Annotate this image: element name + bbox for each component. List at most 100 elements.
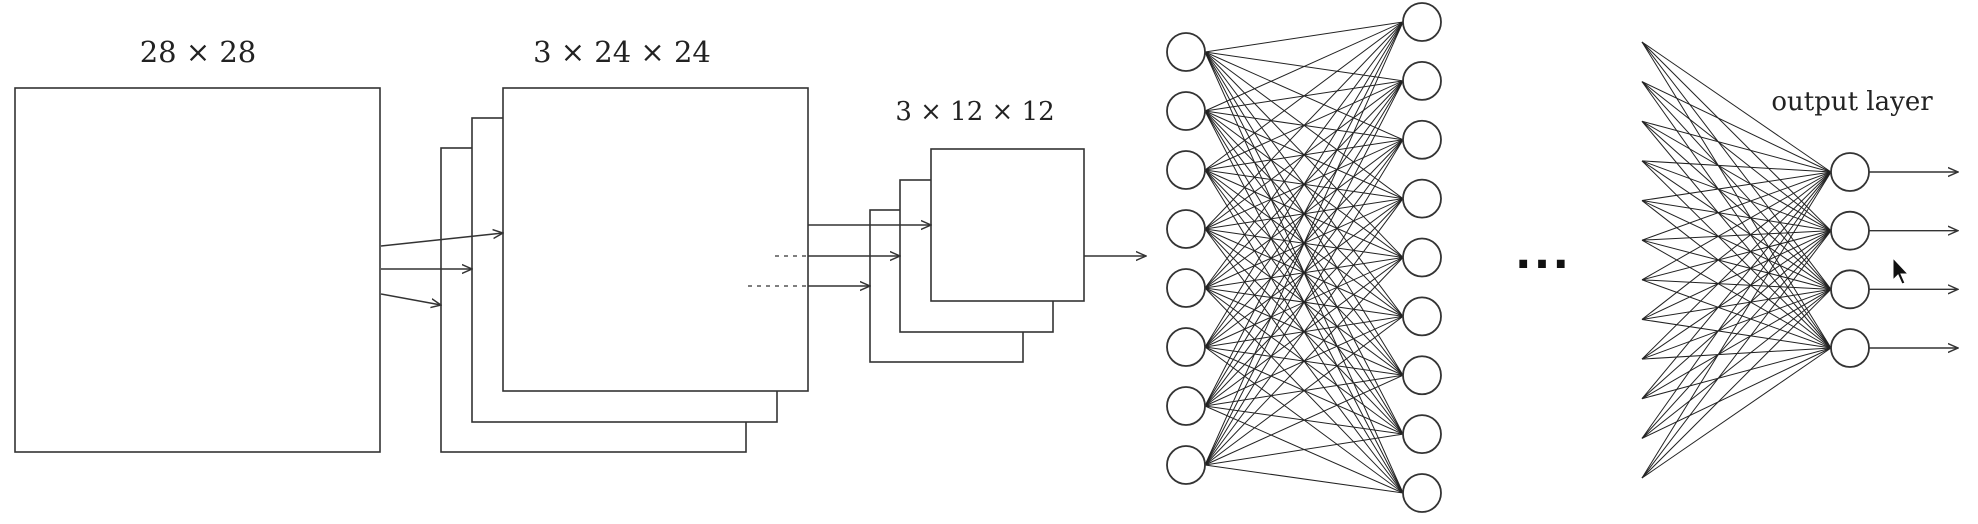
pool-layer: 3 × 12 × 12 bbox=[869, 97, 1085, 363]
dense-hidden-neuron bbox=[1402, 355, 1442, 396]
output-edge bbox=[1641, 288, 1832, 439]
dense-hidden-neuron bbox=[1402, 178, 1442, 219]
input-layer: 28 × 28 bbox=[14, 35, 381, 453]
output-edge bbox=[1641, 120, 1832, 349]
arrow-to-conv-1 bbox=[380, 233, 503, 247]
output-edge bbox=[1641, 160, 1832, 290]
dense-hidden-neuron bbox=[1402, 237, 1442, 278]
output-edge bbox=[1641, 41, 1832, 349]
output-edge bbox=[1641, 120, 1832, 173]
dense-edge bbox=[1204, 21, 1404, 466]
output-edge bbox=[1641, 120, 1832, 290]
output-edge bbox=[1641, 230, 1832, 241]
dense-edge bbox=[1204, 433, 1404, 466]
output-layer-label: output layer bbox=[1771, 87, 1933, 117]
output-edge bbox=[1641, 160, 1832, 349]
input-size-label: 28 × 28 bbox=[140, 35, 257, 69]
dense-edge bbox=[1204, 21, 1404, 112]
output-edge bbox=[1641, 171, 1832, 360]
output-edge bbox=[1641, 171, 1832, 479]
dense-edge bbox=[1204, 21, 1404, 407]
dense-edge bbox=[1204, 374, 1404, 466]
arrow-to-conv-3 bbox=[380, 293, 441, 305]
output-edge bbox=[1641, 347, 1832, 479]
output-edge bbox=[1641, 41, 1832, 232]
dense-hidden-neuron bbox=[1402, 296, 1442, 337]
output-edge bbox=[1641, 171, 1832, 439]
output-edge bbox=[1641, 81, 1832, 290]
output-neuron bbox=[1830, 269, 1870, 310]
output-edge bbox=[1641, 81, 1832, 349]
dense-input-neuron bbox=[1166, 445, 1206, 485]
output-edge bbox=[1641, 239, 1832, 290]
dense-hidden-neuron bbox=[1402, 414, 1442, 455]
output-edge bbox=[1641, 230, 1832, 360]
dense-input-neuron bbox=[1166, 150, 1206, 190]
dense-input-neuron bbox=[1166, 386, 1206, 426]
output-edge bbox=[1641, 318, 1832, 349]
dense-input-neuron bbox=[1166, 268, 1206, 308]
output-edge bbox=[1641, 171, 1832, 320]
output-edge bbox=[1641, 81, 1832, 173]
output-edge bbox=[1641, 41, 1832, 173]
output-edge bbox=[1641, 171, 1832, 281]
output-edge bbox=[1641, 171, 1832, 202]
output-neuron bbox=[1830, 210, 1870, 251]
layers-ellipsis: ... bbox=[1515, 228, 1571, 279]
dense-edge bbox=[1204, 21, 1404, 289]
output-edge bbox=[1641, 347, 1832, 439]
output-edge bbox=[1641, 171, 1832, 241]
output-neuron bbox=[1830, 328, 1870, 368]
dense-input-neuron bbox=[1166, 327, 1206, 367]
output-edge bbox=[1641, 279, 1832, 290]
dense-hidden-neuron bbox=[1402, 2, 1442, 42]
conv-size-label: 3 × 24 × 24 bbox=[533, 35, 711, 69]
dense-edge bbox=[1204, 21, 1404, 171]
dense-input-neuron bbox=[1166, 209, 1206, 249]
output-edge bbox=[1641, 288, 1832, 400]
dense-connections bbox=[1204, 21, 1404, 494]
dense-edge bbox=[1204, 21, 1404, 230]
dense-hidden-neuron bbox=[1402, 119, 1442, 160]
dense-input-neuron bbox=[1166, 91, 1206, 131]
dense-edge bbox=[1204, 21, 1404, 53]
conv-to-pool-arrows bbox=[748, 225, 931, 286]
output-edge bbox=[1641, 230, 1832, 479]
output-edge bbox=[1641, 160, 1832, 173]
conv-layer: 3 × 24 × 24 bbox=[440, 35, 809, 453]
pool-size-label: 3 × 12 × 12 bbox=[895, 97, 1054, 127]
dense-edge bbox=[1204, 315, 1404, 466]
mouse-pointer-icon bbox=[1892, 256, 1910, 285]
conv-feature-map-1 bbox=[502, 87, 809, 392]
output-edge bbox=[1641, 230, 1832, 281]
output-edge bbox=[1641, 81, 1832, 232]
dense-input-neuron bbox=[1166, 32, 1206, 72]
output-edge bbox=[1641, 120, 1832, 232]
dense-edge bbox=[1204, 464, 1404, 494]
dense-hidden-neuron bbox=[1402, 60, 1442, 101]
output-edge bbox=[1641, 239, 1832, 349]
output-edge bbox=[1641, 160, 1832, 232]
output-edge bbox=[1641, 347, 1832, 400]
output-connections bbox=[1641, 41, 1832, 479]
output-edge bbox=[1641, 230, 1832, 320]
dense-edge bbox=[1204, 80, 1404, 466]
input-to-conv-arrows bbox=[380, 233, 503, 305]
output-neurons bbox=[1830, 152, 1958, 368]
pool-feature-map-1 bbox=[930, 148, 1085, 302]
dense-neurons bbox=[1166, 2, 1442, 513]
output-edge bbox=[1641, 200, 1832, 290]
dense-edge bbox=[1204, 257, 1404, 466]
output-neuron bbox=[1830, 152, 1870, 192]
output-edge bbox=[1641, 288, 1832, 479]
output-edge bbox=[1641, 41, 1832, 290]
output-edge bbox=[1641, 230, 1832, 439]
output-edge bbox=[1641, 171, 1832, 400]
output-edge bbox=[1641, 279, 1832, 349]
output-edge bbox=[1641, 230, 1832, 400]
dense-hidden-neuron bbox=[1402, 473, 1442, 513]
output-edge bbox=[1641, 200, 1832, 232]
dense-edge bbox=[1204, 21, 1404, 348]
dense-edge bbox=[1204, 139, 1404, 466]
